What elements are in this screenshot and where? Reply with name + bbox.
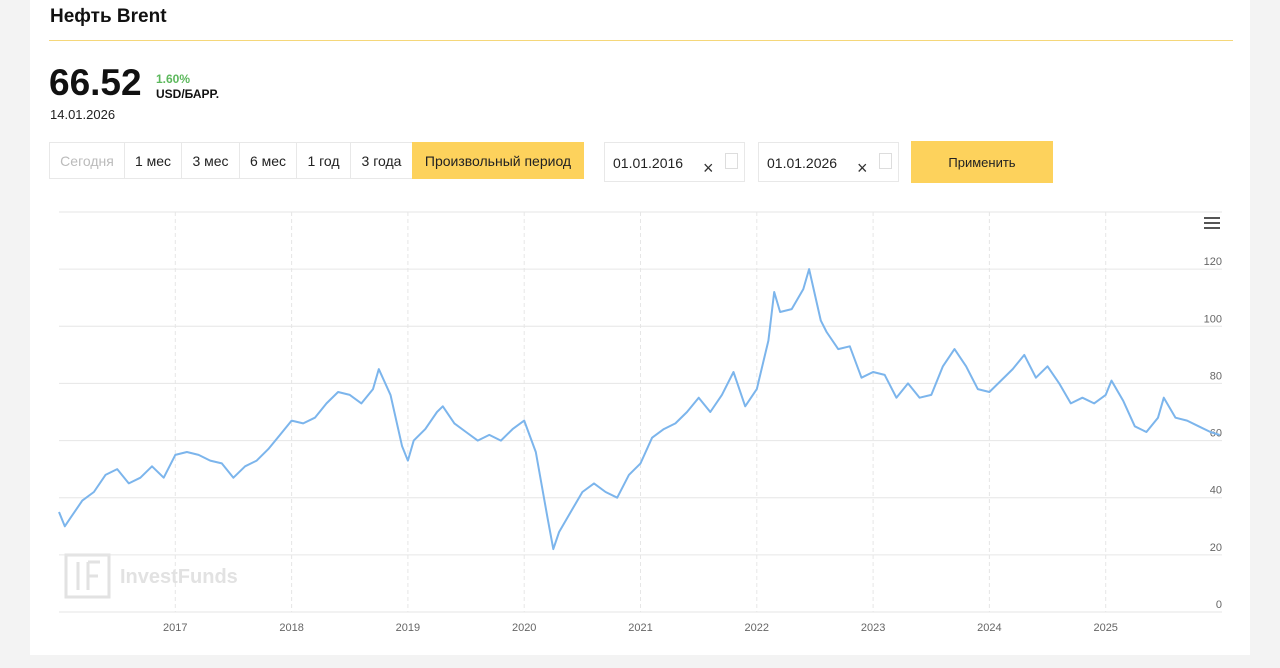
x-tick-label: 2020 bbox=[512, 622, 536, 634]
period-button[interactable]: Произвольный период bbox=[412, 142, 584, 179]
y-tick-label: 0 bbox=[1216, 599, 1222, 611]
date: 14.01.2026 bbox=[50, 107, 116, 122]
calendar-icon[interactable] bbox=[879, 153, 892, 169]
price: 66.52 bbox=[49, 62, 142, 103]
clear-icon[interactable]: × bbox=[703, 158, 714, 178]
period-button[interactable]: 1 мес bbox=[124, 142, 182, 179]
watermark: InvestFunds bbox=[120, 566, 238, 588]
calendar-icon[interactable] bbox=[725, 153, 738, 169]
period-button[interactable]: 1 год bbox=[296, 142, 351, 179]
menu-icon[interactable] bbox=[1204, 217, 1220, 229]
x-tick-label: 2018 bbox=[279, 622, 303, 634]
y-tick-label: 20 bbox=[1210, 542, 1222, 554]
x-tick-label: 2017 bbox=[163, 622, 187, 634]
x-tick-label: 2021 bbox=[628, 622, 652, 634]
date-from-input[interactable]: 01.01.2016 bbox=[604, 142, 745, 182]
date-to-input[interactable]: 01.01.2026 bbox=[758, 142, 899, 182]
x-tick-label: 2023 bbox=[861, 622, 885, 634]
period-button[interactable]: 3 мес bbox=[181, 142, 240, 179]
divider bbox=[49, 40, 1233, 41]
y-tick-label: 40 bbox=[1210, 485, 1222, 497]
change: 1.60% bbox=[156, 72, 191, 86]
apply-button[interactable]: Применить bbox=[911, 141, 1053, 183]
unit: USD/БАРР. bbox=[156, 87, 220, 101]
x-tick-label: 2022 bbox=[745, 622, 769, 634]
watermark-logo bbox=[64, 553, 111, 599]
date-from: 01.01.2016 bbox=[613, 155, 684, 171]
y-tick-label: 100 bbox=[1204, 313, 1222, 325]
date-to: 01.01.2026 bbox=[767, 155, 838, 171]
y-tick-label: 120 bbox=[1204, 256, 1222, 268]
clear-icon[interactable]: × bbox=[857, 158, 868, 178]
x-tick-label: 2019 bbox=[396, 622, 420, 634]
x-tick-label: 2025 bbox=[1093, 622, 1117, 634]
period-button[interactable]: 6 мес bbox=[239, 142, 297, 179]
price-line bbox=[58, 268, 1220, 551]
y-tick-label: 80 bbox=[1210, 370, 1222, 382]
x-tick-label: 2024 bbox=[977, 622, 1001, 634]
title: Нефть Brent bbox=[50, 6, 167, 27]
period-button[interactable]: 3 года bbox=[350, 142, 413, 179]
